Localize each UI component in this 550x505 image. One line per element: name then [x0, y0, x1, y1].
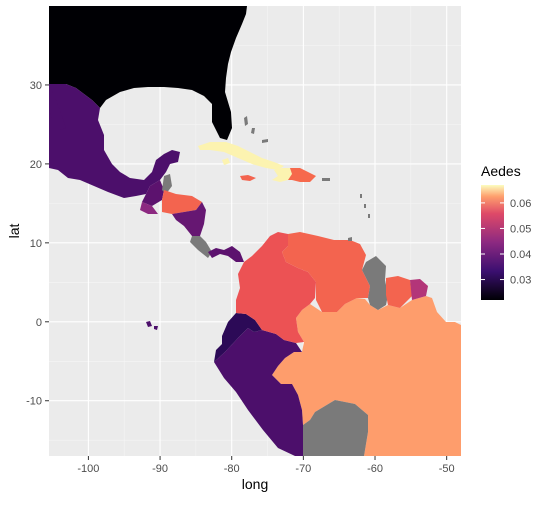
legend-ticks: 0.06 0.05 0.04 0.03 [481, 198, 531, 287]
region-costa-rica [190, 236, 212, 258]
legend-colorbar [481, 185, 504, 300]
y-tick-label: 10 [30, 238, 42, 250]
x-tick-label: -60 [367, 463, 383, 475]
region-colombia [236, 232, 316, 343]
y-axis-title: lat [6, 224, 22, 239]
region-mexico [49, 84, 180, 198]
region-nicaragua [172, 202, 206, 236]
y-tick-label: 20 [30, 159, 42, 171]
region-ecuador [214, 313, 262, 362]
x-tick-label: -100 [77, 463, 99, 475]
region-brazil [272, 296, 461, 456]
x-tick-label: -50 [439, 463, 455, 475]
region-cuba [198, 142, 284, 170]
y-tick-label: -10 [26, 396, 42, 408]
region-bolivia [303, 400, 368, 456]
y-axis: 30 20 10 0 -10 [26, 80, 49, 408]
region-el-salvador [140, 202, 158, 214]
region-bahamas [244, 116, 268, 143]
region-panama [208, 246, 244, 262]
region-guatemala [142, 180, 164, 206]
x-axis: -100 -90 -80 -70 -60 -50 [77, 456, 455, 475]
region-french-guiana [410, 279, 428, 300]
legend-tick-label: 0.05 [510, 223, 531, 235]
region-lesser-antilles [348, 194, 370, 241]
region-baja-california [49, 84, 66, 130]
y-tick-label: 0 [36, 317, 42, 329]
legend-tick-label: 0.06 [510, 198, 531, 210]
region-guyana [362, 256, 388, 310]
region-jamaica [240, 175, 256, 181]
map-regions [49, 6, 461, 456]
y-tick-label: 30 [30, 80, 42, 92]
region-galapagos [146, 321, 158, 330]
legend-tick-label: 0.03 [510, 275, 531, 287]
x-tick-label: -70 [295, 463, 311, 475]
legend-tick-label: 0.04 [510, 249, 531, 261]
x-axis-title: long [242, 476, 268, 492]
region-belize [162, 174, 172, 194]
legend: Aedes 0.06 0.05 0.04 0.03 [481, 163, 531, 300]
region-dominican-republic [288, 168, 316, 182]
region-haiti [272, 168, 292, 182]
region-venezuela [282, 232, 370, 312]
region-isla-juventud [222, 158, 230, 165]
x-tick-label: -90 [152, 463, 168, 475]
region-puerto-rico [322, 178, 330, 181]
legend-title: Aedes [481, 163, 521, 179]
region-suriname [386, 276, 412, 308]
region-peru [214, 328, 303, 456]
region-honduras [162, 190, 202, 214]
x-tick-label: -80 [224, 463, 240, 475]
